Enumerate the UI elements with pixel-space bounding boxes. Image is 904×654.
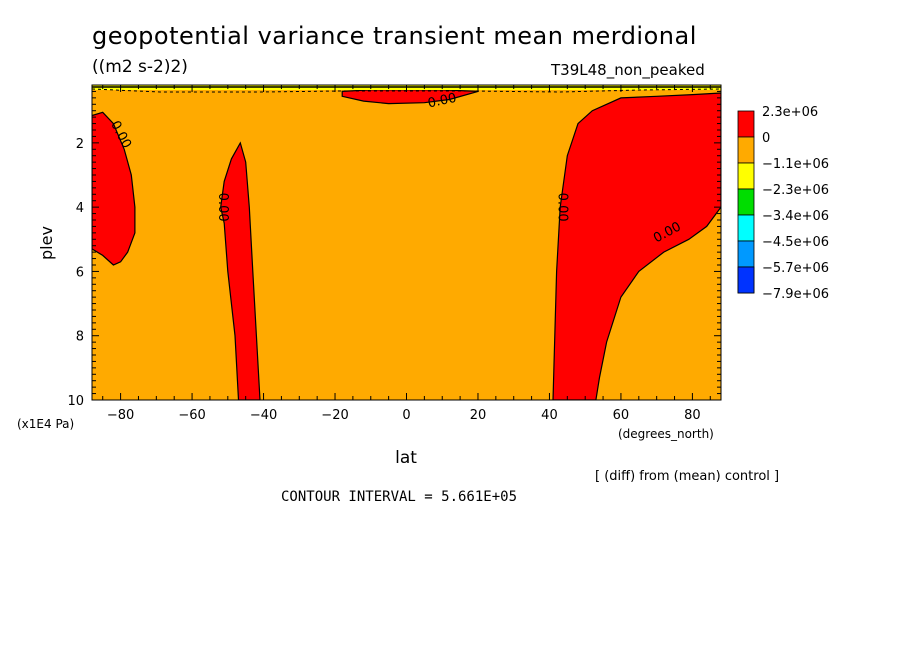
x-tick-label: 60 <box>613 408 630 423</box>
contour-label: 0.00 <box>427 91 458 112</box>
chart-title: geopotential variance transient mean mer… <box>92 22 697 50</box>
x-axis-title: lat <box>395 448 417 468</box>
y-tick-label: 2 <box>76 137 84 152</box>
y-tick-label: 10 <box>67 394 84 409</box>
legend-label: −3.4e+06 <box>762 209 829 224</box>
x-tick-label: 40 <box>541 408 558 423</box>
positive-region-northern <box>552 92 721 400</box>
legend-swatch <box>737 162 755 190</box>
y-tick-label: 6 <box>76 265 84 280</box>
x-tick-label: 80 <box>684 408 701 423</box>
legend-swatch <box>737 136 755 164</box>
y-tick-label: 8 <box>76 330 84 345</box>
legend-swatch <box>737 266 755 294</box>
legend-label: −7.9e+06 <box>762 287 829 302</box>
positive-region-southern-midlatitude <box>220 141 261 400</box>
legend-label: −1.1e+06 <box>762 157 829 172</box>
color-legend: 2.3e+06 0 −1.1e+06 −2.3e+06 −3.4e+06 −4.5e+06… <box>737 105 829 302</box>
legend-swatch <box>737 188 755 216</box>
x-tick-label: −20 <box>321 408 348 423</box>
legend-swatch <box>737 240 755 268</box>
units-label: ((m2 s-2)2) <box>92 57 188 77</box>
legend-label: −5.7e+06 <box>762 261 829 276</box>
x-tick-label: −80 <box>107 408 134 423</box>
comparison-note: [ (diff) from (mean) control ] <box>595 469 780 484</box>
legend-label: −4.5e+06 <box>762 235 829 250</box>
y-axis-title: plev <box>37 226 56 260</box>
legend-label: −2.3e+06 <box>762 183 829 198</box>
y-axis-units: (x1E4 Pa) <box>17 417 74 431</box>
run-name-label: T39L48_non_peaked <box>551 61 705 79</box>
legend-label: 0 <box>762 131 770 146</box>
contour-interval-label: CONTOUR INTERVAL = 5.661E+05 <box>281 489 518 505</box>
legend-label: 2.3e+06 <box>762 105 818 120</box>
legend-swatch <box>737 214 755 242</box>
contour-label: 0.00 <box>215 193 230 222</box>
x-tick-label: 0 <box>402 408 410 423</box>
contour-label: 0.00 <box>554 193 569 222</box>
x-tick-label: −40 <box>250 408 277 423</box>
x-tick-label: −60 <box>178 408 205 423</box>
x-tick-label: 20 <box>470 408 487 423</box>
positive-region-far-south <box>92 111 136 266</box>
legend-swatch <box>737 110 755 138</box>
x-axis-units: (degrees_north) <box>618 427 714 441</box>
y-tick-label: 4 <box>76 201 84 216</box>
